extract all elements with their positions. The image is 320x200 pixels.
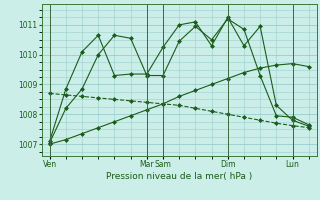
X-axis label: Pression niveau de la mer( hPa ): Pression niveau de la mer( hPa ) <box>106 172 252 181</box>
